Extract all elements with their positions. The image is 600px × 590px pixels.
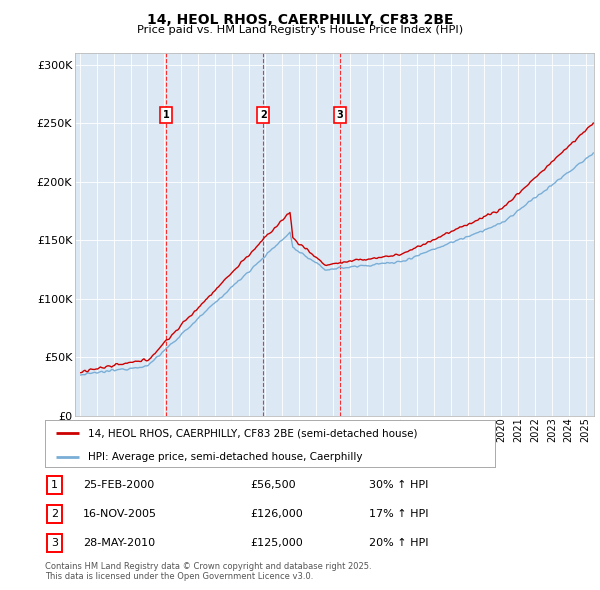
Text: 2: 2 (260, 110, 266, 120)
Text: £126,000: £126,000 (250, 509, 303, 519)
Text: 30% ↑ HPI: 30% ↑ HPI (369, 480, 428, 490)
Text: 20% ↑ HPI: 20% ↑ HPI (369, 537, 428, 548)
Text: 14, HEOL RHOS, CAERPHILLY, CF83 2BE (semi-detached house): 14, HEOL RHOS, CAERPHILLY, CF83 2BE (sem… (88, 428, 417, 438)
Text: Price paid vs. HM Land Registry's House Price Index (HPI): Price paid vs. HM Land Registry's House … (137, 25, 463, 35)
Text: 28-MAY-2010: 28-MAY-2010 (83, 537, 155, 548)
Text: 2: 2 (51, 509, 58, 519)
Text: 3: 3 (51, 537, 58, 548)
Text: 16-NOV-2005: 16-NOV-2005 (83, 509, 157, 519)
Text: 14, HEOL RHOS, CAERPHILLY, CF83 2BE: 14, HEOL RHOS, CAERPHILLY, CF83 2BE (147, 13, 453, 27)
Text: HPI: Average price, semi-detached house, Caerphilly: HPI: Average price, semi-detached house,… (88, 452, 362, 462)
Text: 17% ↑ HPI: 17% ↑ HPI (369, 509, 428, 519)
Text: 3: 3 (337, 110, 343, 120)
Text: 25-FEB-2000: 25-FEB-2000 (83, 480, 154, 490)
Text: Contains HM Land Registry data © Crown copyright and database right 2025.
This d: Contains HM Land Registry data © Crown c… (45, 562, 371, 581)
Text: 1: 1 (163, 110, 170, 120)
Text: 1: 1 (51, 480, 58, 490)
Text: £56,500: £56,500 (250, 480, 296, 490)
Text: £125,000: £125,000 (250, 537, 303, 548)
